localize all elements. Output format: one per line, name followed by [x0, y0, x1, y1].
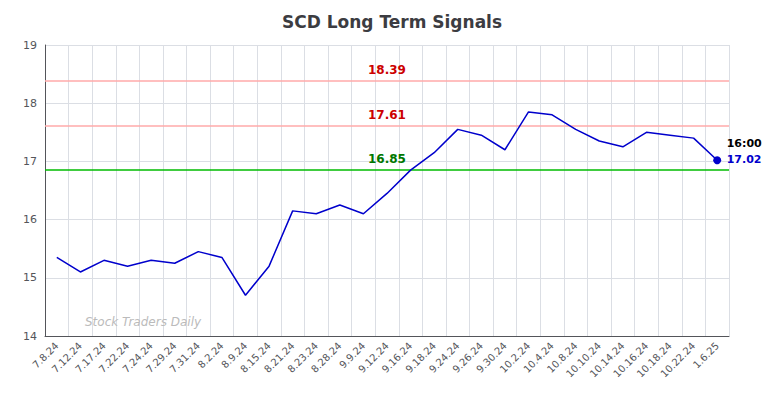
svg-text:19: 19 — [23, 39, 37, 52]
svg-text:18.39: 18.39 — [368, 63, 406, 77]
svg-text:9.12.24: 9.12.24 — [356, 340, 391, 375]
svg-text:7.8.24: 7.8.24 — [30, 340, 61, 371]
svg-text:9.30.24: 9.30.24 — [474, 340, 509, 375]
svg-text:1.6.25: 1.6.25 — [691, 340, 721, 370]
svg-text:9.26.24: 9.26.24 — [450, 340, 486, 375]
svg-text:14: 14 — [23, 330, 37, 343]
svg-text:9.16.24: 9.16.24 — [379, 340, 415, 375]
svg-text:10.16.24: 10.16.24 — [611, 340, 651, 380]
svg-text:7.22.24: 7.22.24 — [96, 340, 132, 375]
svg-text:7.29.24: 7.29.24 — [143, 340, 179, 375]
svg-text:10.22.24: 10.22.24 — [658, 340, 697, 379]
svg-text:8.23.24: 8.23.24 — [285, 340, 321, 375]
svg-text:8.15.24: 8.15.24 — [238, 340, 273, 375]
svg-text:10.2.24: 10.2.24 — [497, 340, 533, 375]
svg-text:17: 17 — [23, 155, 37, 168]
svg-text:9.24.24: 9.24.24 — [426, 340, 462, 375]
svg-text:8.2.24: 8.2.24 — [195, 340, 226, 371]
svg-text:7.24.24: 7.24.24 — [120, 340, 155, 375]
svg-text:16.85: 16.85 — [368, 152, 406, 166]
svg-text:10.8.24: 10.8.24 — [544, 340, 580, 375]
svg-text:16:00: 16:00 — [727, 137, 762, 150]
svg-text:7.17.24: 7.17.24 — [73, 340, 108, 375]
svg-text:17.61: 17.61 — [368, 108, 406, 122]
svg-text:10.10.24: 10.10.24 — [563, 340, 604, 380]
svg-text:SCD Long Term Signals: SCD Long Term Signals — [282, 12, 502, 32]
svg-text:8.21.24: 8.21.24 — [261, 340, 297, 375]
svg-text:10.18.24: 10.18.24 — [634, 340, 674, 380]
svg-text:7.12.24: 7.12.24 — [49, 340, 85, 375]
svg-text:17.02: 17.02 — [727, 153, 762, 166]
svg-text:18: 18 — [23, 97, 37, 110]
svg-text:9.18.24: 9.18.24 — [403, 340, 439, 375]
svg-text:Stock Traders Daily: Stock Traders Daily — [85, 315, 202, 329]
svg-text:7.31.24: 7.31.24 — [167, 340, 202, 375]
svg-text:15: 15 — [23, 271, 37, 284]
svg-text:8.28.24: 8.28.24 — [309, 340, 344, 375]
svg-text:16: 16 — [23, 213, 37, 226]
svg-text:9.9.24: 9.9.24 — [337, 340, 368, 371]
svg-text:10.4.24: 10.4.24 — [521, 340, 556, 375]
svg-text:10.14.24: 10.14.24 — [587, 340, 627, 380]
svg-text:8.9.24: 8.9.24 — [219, 340, 250, 371]
